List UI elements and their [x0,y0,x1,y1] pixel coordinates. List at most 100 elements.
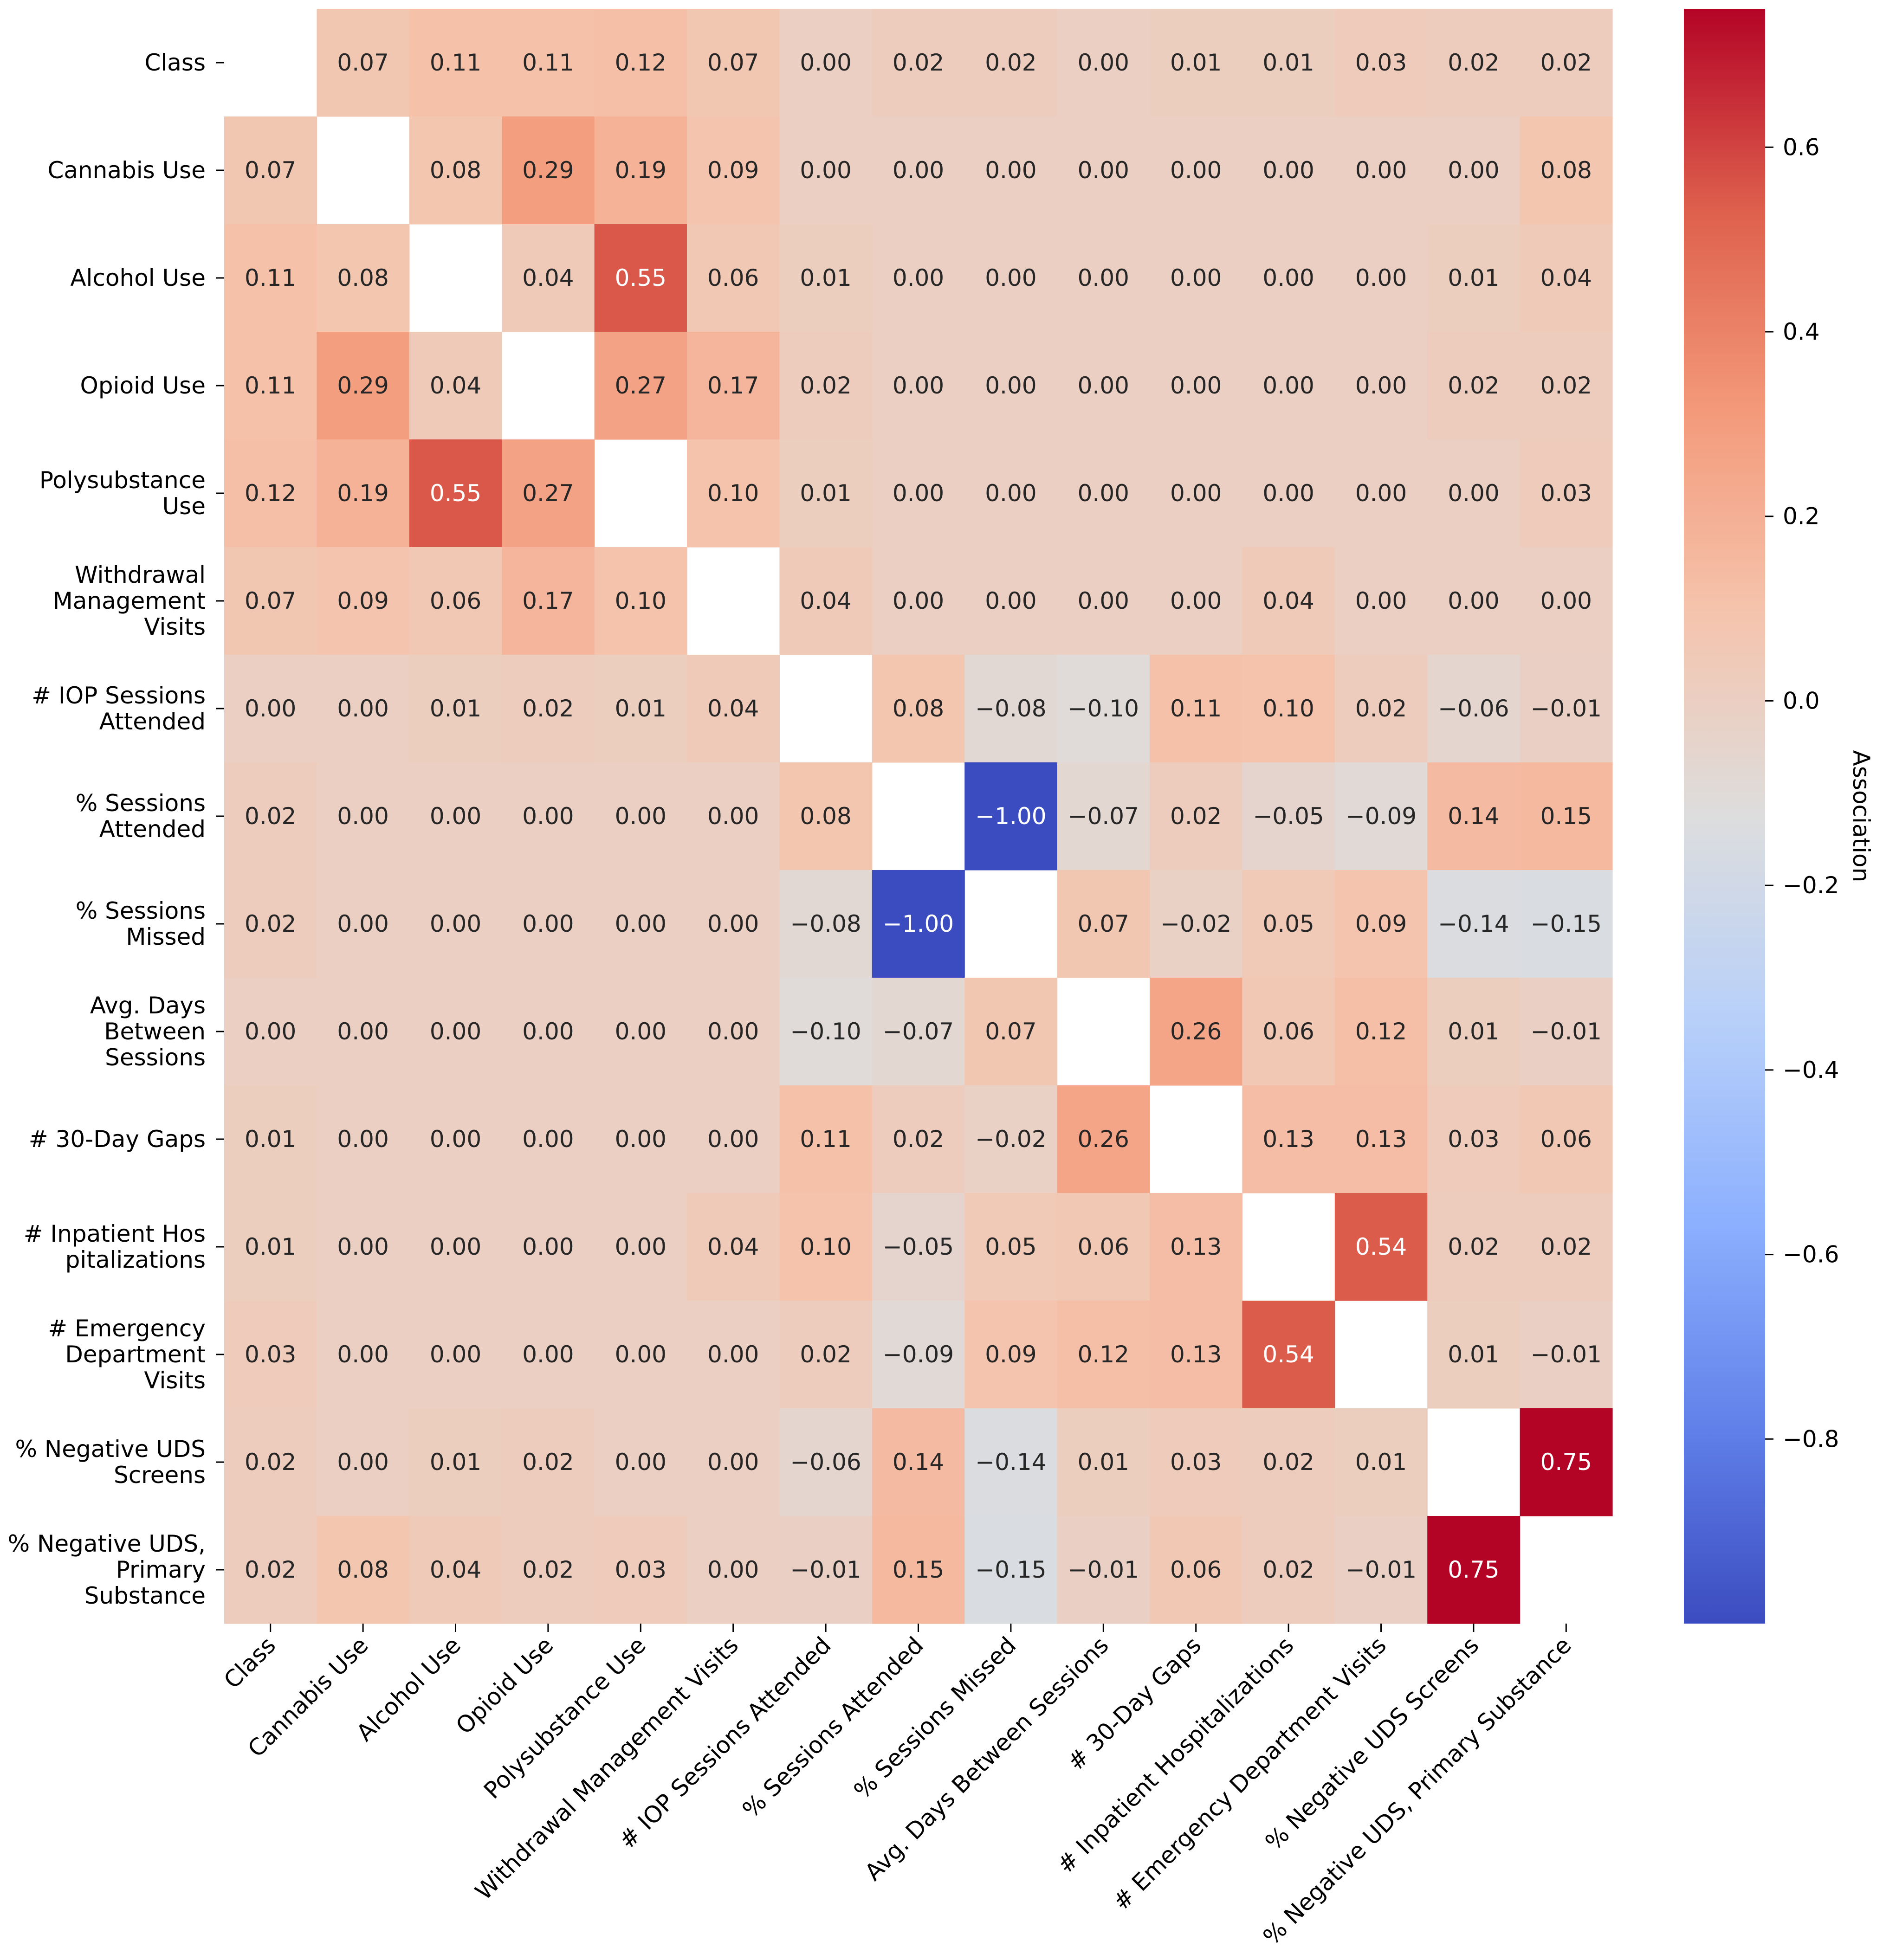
heatmap-cell [317,1193,410,1301]
heatmap-cell [1242,332,1335,440]
cell-value-label: 0.02 [522,695,574,722]
heatmap-cell [964,224,1058,332]
colorbar-label: Association [1848,750,1875,883]
cell-value-label: 0.06 [1170,1556,1222,1583]
heatmap-cell [409,762,502,870]
cell-value-label: 0.00 [522,1018,574,1045]
cell-value-label: 0.00 [1078,587,1129,614]
heatmap-cell [1057,1408,1150,1516]
heatmap-cell [1242,762,1335,870]
heatmap-cell [1334,332,1428,440]
cell-value-label: −0.09 [1346,803,1417,830]
heatmap-cell [687,1408,780,1516]
heatmap-cell [1427,116,1521,225]
cell-value-label: 0.02 [1448,372,1499,399]
heatmap-cell [1150,1516,1242,1624]
cell-value-label: 0.00 [615,1449,666,1476]
y-tick-label: Polysubstance Use [39,467,206,520]
heatmap-cell [1242,547,1335,655]
heatmap-cell [964,655,1058,763]
heatmap-cell [779,439,873,548]
heatmap-cell [1242,1516,1335,1624]
cell-value-label: 0.00 [1262,157,1314,184]
heatmap-cell [224,116,317,225]
cell-value-label: −0.15 [975,1556,1046,1583]
cell-value-label: 0.00 [522,803,574,830]
cell-value-label: 0.02 [245,1449,296,1476]
cell-value-label: 0.05 [1262,910,1314,937]
cell-value-label: 0.08 [893,695,944,722]
cell-value-label: 0.10 [800,1233,851,1260]
cell-value-label: 0.00 [707,1341,759,1368]
heatmap-cell [1057,1301,1150,1409]
heatmap-cell [964,762,1058,870]
cell-value-label: 0.00 [430,1233,481,1260]
heatmap-cell [1427,978,1521,1086]
y-tick-label: # Emergency Department Visits [48,1315,206,1394]
cell-value-label: −0.10 [790,1018,861,1045]
heatmap-cell [594,332,687,440]
cell-value-label: 0.00 [245,695,296,722]
cell-value-label: 0.00 [337,1018,388,1045]
cell-value-label: 0.01 [615,695,666,722]
cell-value-label: 0.00 [985,480,1036,507]
cell-value-label: 0.00 [615,803,666,830]
heatmap-cell [502,1085,595,1193]
heatmap-cell [1150,116,1242,225]
colorbar-tick-label: −0.6 [1783,1241,1839,1268]
heatmap-cell [594,547,687,655]
cell-value-label: 0.02 [245,910,296,937]
y-tick-label: Alcohol Use [70,264,206,291]
cell-value-label: 0.00 [1170,587,1222,614]
colorbar: 0.6 0.4 0.2 0.0 −0.2 −0.4 −0.6 −0.8 Association [1684,9,1875,1624]
heatmap-cell [964,1193,1058,1301]
heatmap-cell [687,116,780,225]
cell-value-label: 0.00 [1170,372,1222,399]
cell-value-label: 0.75 [1448,1556,1499,1583]
heatmap-cell [1057,1193,1150,1301]
heatmap-cell [594,870,687,978]
heatmap-cell [317,762,410,870]
cell-value-label: 0.00 [337,910,388,937]
heatmap-cell [779,978,873,1086]
cell-value-label: 0.03 [1355,49,1407,76]
heatmap-cell [1520,9,1613,117]
y-tick-label: # Inpatient Hos pitalizations [24,1220,206,1273]
cell-value-label: 0.00 [522,1341,574,1368]
cell-value-label: 0.55 [430,480,481,507]
cell-value-label: 0.10 [615,587,666,614]
heatmap-cell [964,1516,1058,1624]
heatmap-cell [409,1193,502,1301]
cell-value-label: 0.17 [522,587,574,614]
cell-value-label: 0.11 [430,49,481,76]
cell-value-label: 0.02 [800,372,851,399]
cell-value-label: 0.08 [337,264,388,291]
heatmap-cell [964,332,1058,440]
y-tick-label: % Sessions Attended [76,790,206,843]
heatmap-cell [1057,547,1150,655]
cell-value-label: 0.00 [1078,264,1129,291]
cell-value-label: −0.08 [975,695,1046,722]
heatmap-cell [1520,332,1613,440]
heatmap-cell [1242,1301,1335,1409]
cell-value-label: 0.12 [615,49,666,76]
heatmap-cell [964,9,1058,117]
heatmap-cell [687,9,780,117]
heatmap-cell [317,439,410,548]
cell-value-label: −0.10 [1068,695,1139,722]
heatmap-cell [1150,332,1242,440]
cell-value-label: 0.06 [1540,1126,1592,1153]
cell-value-label: −0.05 [883,1233,954,1260]
cell-value-label: 0.03 [1448,1126,1499,1153]
heatmap-cell [779,1193,873,1301]
cell-value-label: 0.00 [522,910,574,937]
heatmap-cell [594,224,687,332]
heatmap-cell [409,332,502,440]
heatmap-cell [687,1085,780,1193]
cell-value-label: 0.54 [1262,1341,1314,1368]
cell-value-label: −0.06 [1438,695,1509,722]
heatmap-cell [594,1516,687,1624]
cell-value-label: 0.11 [1170,695,1222,722]
heatmap-cell [872,1085,965,1193]
